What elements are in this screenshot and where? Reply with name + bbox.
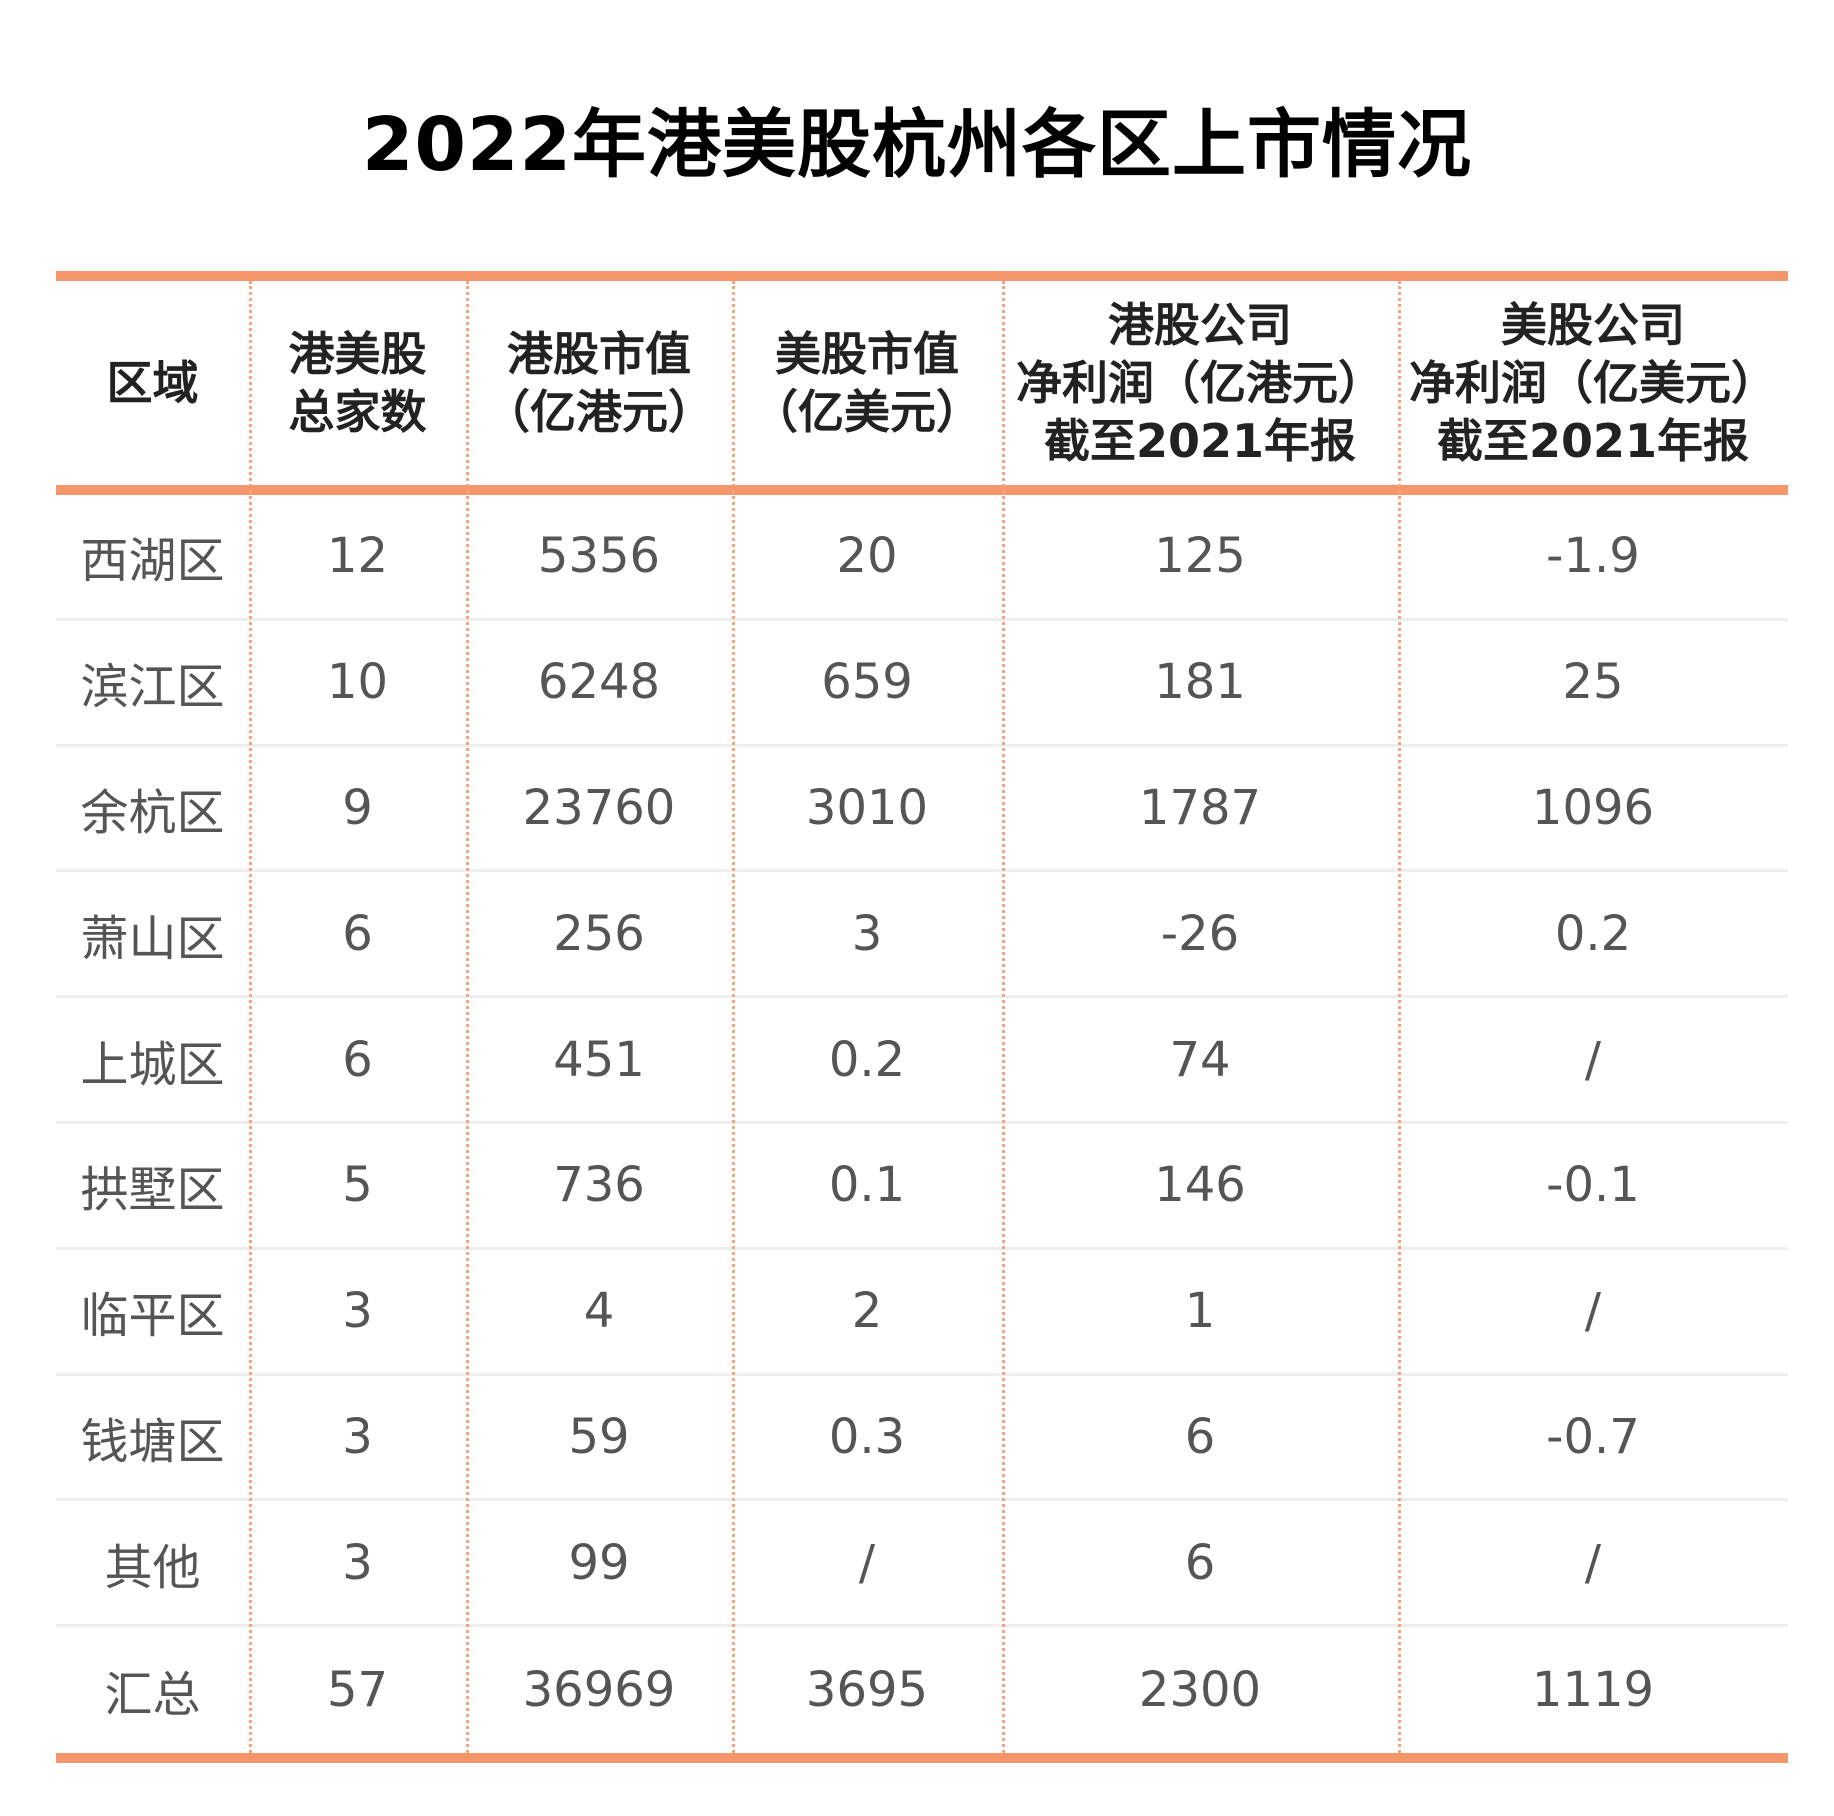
cell-company-count: 57 bbox=[326, 1662, 389, 1719]
cell-us-net-profit: 25 bbox=[1562, 654, 1624, 711]
cell-hk-net-profit: 1787 bbox=[1138, 779, 1262, 836]
cell-us-market-cap: 0.3 bbox=[828, 1408, 906, 1465]
cell-hk-market-cap: 256 bbox=[553, 905, 645, 962]
cell-us-market-cap: 20 bbox=[836, 528, 898, 585]
cell-hk-net-profit: 6 bbox=[1184, 1408, 1216, 1465]
cell-hk-net-profit: 6 bbox=[1184, 1534, 1216, 1591]
cell-region: 上城区 bbox=[80, 1036, 225, 1093]
cell-region: 钱塘区 bbox=[80, 1413, 225, 1470]
cell-hk-market-cap: 736 bbox=[553, 1157, 645, 1214]
cell-region: 汇总 bbox=[104, 1667, 201, 1724]
cell-us-market-cap: / bbox=[858, 1534, 876, 1591]
cell-region: 拱墅区 bbox=[80, 1162, 225, 1219]
cell-us-market-cap: 659 bbox=[821, 654, 913, 711]
column-separator bbox=[732, 281, 735, 1753]
table-header-row: 区域 港美股 总家数 港股市值 （亿港元） 美股市值 （亿美元） 港股公司 净利… bbox=[56, 281, 1788, 485]
cell-region: 临平区 bbox=[80, 1288, 225, 1345]
cell-company-count: 9 bbox=[342, 779, 373, 836]
cell-us-net-profit: -0.7 bbox=[1546, 1408, 1640, 1465]
column-header-hk-market-cap: 港股市值 （亿港元） bbox=[484, 327, 714, 439]
cell-company-count: 5 bbox=[342, 1157, 373, 1214]
cell-us-net-profit: / bbox=[1584, 1031, 1602, 1088]
table-row: 萧山区 6 256 3 -26 0.2 bbox=[56, 872, 1788, 999]
cell-region: 西湖区 bbox=[80, 533, 225, 590]
cell-hk-net-profit: 125 bbox=[1154, 528, 1246, 585]
cell-us-market-cap: 3695 bbox=[805, 1662, 929, 1719]
cell-company-count: 3 bbox=[342, 1408, 373, 1465]
column-separator bbox=[249, 281, 252, 1753]
cell-company-count: 3 bbox=[342, 1534, 373, 1591]
table-bottom-rule bbox=[56, 1753, 1788, 1763]
cell-region: 滨江区 bbox=[80, 659, 225, 716]
table-top-rule bbox=[56, 271, 1788, 281]
cell-us-net-profit: / bbox=[1584, 1534, 1602, 1591]
table-row: 其他 3 99 / 6 / bbox=[56, 1501, 1788, 1628]
column-separator bbox=[1002, 281, 1005, 1753]
column-header-us-market-cap: 美股市值 （亿美元） bbox=[752, 327, 982, 439]
cell-hk-net-profit: 1 bbox=[1184, 1283, 1216, 1340]
cell-hk-net-profit: 74 bbox=[1169, 1031, 1231, 1088]
cell-hk-net-profit: -26 bbox=[1160, 905, 1240, 962]
cell-company-count: 3 bbox=[342, 1283, 373, 1340]
table-row-total: 汇总 57 36969 3695 2300 1119 bbox=[56, 1627, 1788, 1753]
cell-region: 其他 bbox=[104, 1539, 201, 1596]
cell-hk-market-cap: 36969 bbox=[522, 1662, 676, 1719]
cell-us-net-profit: 1119 bbox=[1531, 1662, 1655, 1719]
cell-us-market-cap: 3010 bbox=[805, 779, 929, 836]
table-row: 拱墅区 5 736 0.1 146 -0.1 bbox=[56, 1124, 1788, 1250]
table-row: 上城区 6 451 0.2 74 / bbox=[56, 998, 1788, 1124]
table-row: 西湖区 12 5356 20 125 -1.9 bbox=[56, 495, 1788, 621]
column-header-us-net-profit: 美股公司 净利润（亿美元） 截至2021年报 bbox=[1409, 298, 1777, 468]
cell-us-market-cap: 0.1 bbox=[828, 1157, 906, 1214]
cell-us-net-profit: 0.2 bbox=[1554, 905, 1632, 962]
column-separator bbox=[466, 281, 469, 1753]
header-bottom-rule bbox=[56, 485, 1788, 495]
cell-company-count: 6 bbox=[342, 905, 373, 962]
cell-hk-market-cap: 6248 bbox=[537, 654, 661, 711]
cell-company-count: 6 bbox=[342, 1031, 373, 1088]
cell-us-market-cap: 3 bbox=[851, 905, 883, 962]
column-header-company-count: 港美股 总家数 bbox=[288, 327, 427, 439]
cell-hk-market-cap: 59 bbox=[568, 1408, 630, 1465]
cell-hk-market-cap: 23760 bbox=[522, 779, 676, 836]
cell-us-net-profit: / bbox=[1584, 1283, 1602, 1340]
cell-us-net-profit: -0.1 bbox=[1546, 1157, 1640, 1214]
cell-hk-net-profit: 146 bbox=[1154, 1157, 1246, 1214]
page-title: 2022年港美股杭州各区上市情况 bbox=[362, 102, 1472, 188]
cell-company-count: 10 bbox=[326, 654, 389, 711]
table-row: 滨江区 10 6248 659 181 25 bbox=[56, 621, 1788, 747]
cell-region: 萧山区 bbox=[80, 910, 225, 967]
column-header-region: 区域 bbox=[106, 356, 199, 410]
cell-hk-market-cap: 5356 bbox=[537, 528, 661, 585]
cell-hk-net-profit: 2300 bbox=[1138, 1662, 1262, 1719]
cell-us-market-cap: 0.2 bbox=[828, 1031, 906, 1088]
table-body: 西湖区 12 5356 20 125 -1.9 滨江区 10 6248 659 181 25 余杭区 9 2… bbox=[56, 495, 1788, 1753]
cell-us-net-profit: -1.9 bbox=[1546, 528, 1640, 585]
table-row: 钱塘区 3 59 0.3 6 -0.7 bbox=[56, 1376, 1788, 1502]
cell-hk-market-cap: 4 bbox=[583, 1283, 615, 1340]
cell-us-market-cap: 2 bbox=[851, 1283, 883, 1340]
cell-hk-net-profit: 181 bbox=[1154, 654, 1246, 711]
cell-us-net-profit: 1096 bbox=[1531, 779, 1655, 836]
table-row: 余杭区 9 23760 3010 1787 1096 bbox=[56, 747, 1788, 873]
column-header-hk-net-profit: 港股公司 净利润（亿港元） 截至2021年报 bbox=[1016, 298, 1384, 468]
cell-region: 余杭区 bbox=[80, 784, 225, 841]
cell-hk-market-cap: 451 bbox=[553, 1031, 645, 1088]
cell-hk-market-cap: 99 bbox=[568, 1534, 630, 1591]
column-separator bbox=[1398, 281, 1401, 1753]
table-row: 临平区 3 4 2 1 / bbox=[56, 1250, 1788, 1376]
cell-company-count: 12 bbox=[326, 528, 389, 585]
